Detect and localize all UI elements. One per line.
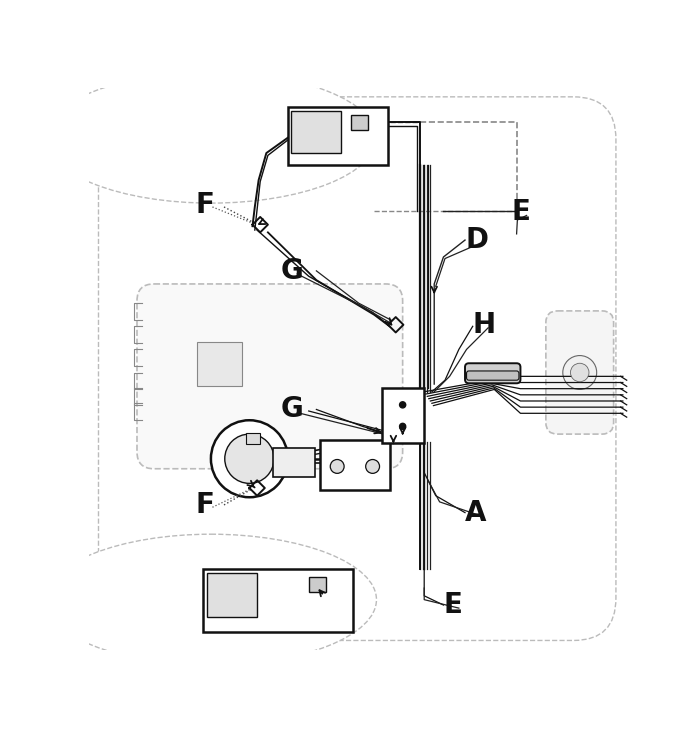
FancyBboxPatch shape xyxy=(291,111,341,153)
Text: H: H xyxy=(473,311,496,339)
Circle shape xyxy=(365,459,379,473)
FancyBboxPatch shape xyxy=(246,433,260,444)
Text: F: F xyxy=(195,491,214,519)
FancyBboxPatch shape xyxy=(203,569,354,632)
Text: A: A xyxy=(465,499,486,526)
FancyBboxPatch shape xyxy=(309,577,326,592)
FancyBboxPatch shape xyxy=(137,284,402,469)
Ellipse shape xyxy=(46,534,377,665)
FancyBboxPatch shape xyxy=(272,448,315,477)
Circle shape xyxy=(400,402,406,408)
FancyBboxPatch shape xyxy=(546,311,614,434)
Circle shape xyxy=(570,364,589,382)
Text: E: E xyxy=(511,199,530,226)
Circle shape xyxy=(211,420,288,497)
FancyBboxPatch shape xyxy=(465,364,521,383)
FancyBboxPatch shape xyxy=(321,440,389,491)
FancyBboxPatch shape xyxy=(466,371,519,380)
FancyBboxPatch shape xyxy=(197,342,241,386)
Circle shape xyxy=(563,356,596,389)
FancyBboxPatch shape xyxy=(288,107,388,164)
FancyBboxPatch shape xyxy=(351,115,368,130)
FancyBboxPatch shape xyxy=(382,388,424,443)
Circle shape xyxy=(330,459,344,473)
Text: G: G xyxy=(280,257,303,285)
Text: E: E xyxy=(444,591,462,619)
Text: G: G xyxy=(280,396,303,423)
FancyBboxPatch shape xyxy=(207,573,257,618)
Circle shape xyxy=(400,423,406,429)
Text: F: F xyxy=(195,191,214,219)
Text: D: D xyxy=(465,226,488,254)
Ellipse shape xyxy=(46,72,377,203)
Circle shape xyxy=(225,434,274,483)
